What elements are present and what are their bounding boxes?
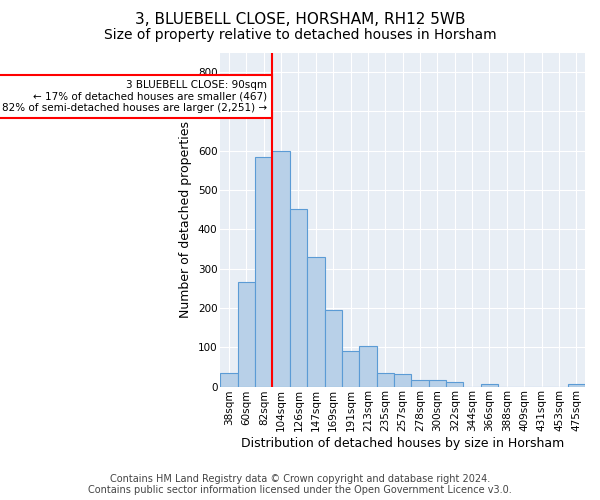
Bar — [429, 380, 446, 386]
Bar — [272, 150, 290, 386]
Text: Contains public sector information licensed under the Open Government Licence v3: Contains public sector information licen… — [88, 485, 512, 495]
Bar — [377, 373, 394, 386]
Text: 3, BLUEBELL CLOSE, HORSHAM, RH12 5WB: 3, BLUEBELL CLOSE, HORSHAM, RH12 5WB — [135, 12, 465, 28]
Bar — [568, 384, 585, 386]
Bar — [307, 257, 325, 386]
X-axis label: Distribution of detached houses by size in Horsham: Distribution of detached houses by size … — [241, 437, 564, 450]
Bar — [325, 310, 342, 386]
Bar — [255, 156, 272, 386]
Bar — [412, 380, 429, 386]
Bar — [446, 382, 463, 386]
Bar — [220, 373, 238, 386]
Bar — [359, 346, 377, 387]
Text: Size of property relative to detached houses in Horsham: Size of property relative to detached ho… — [104, 28, 496, 42]
Bar — [481, 384, 498, 386]
Text: Contains HM Land Registry data © Crown copyright and database right 2024.: Contains HM Land Registry data © Crown c… — [110, 474, 490, 484]
Bar — [290, 208, 307, 386]
Y-axis label: Number of detached properties: Number of detached properties — [179, 121, 193, 318]
Bar — [342, 351, 359, 386]
Text: 3 BLUEBELL CLOSE: 90sqm
← 17% of detached houses are smaller (467)
82% of semi-d: 3 BLUEBELL CLOSE: 90sqm ← 17% of detache… — [2, 80, 267, 113]
Bar — [394, 374, 412, 386]
Bar — [238, 282, 255, 387]
